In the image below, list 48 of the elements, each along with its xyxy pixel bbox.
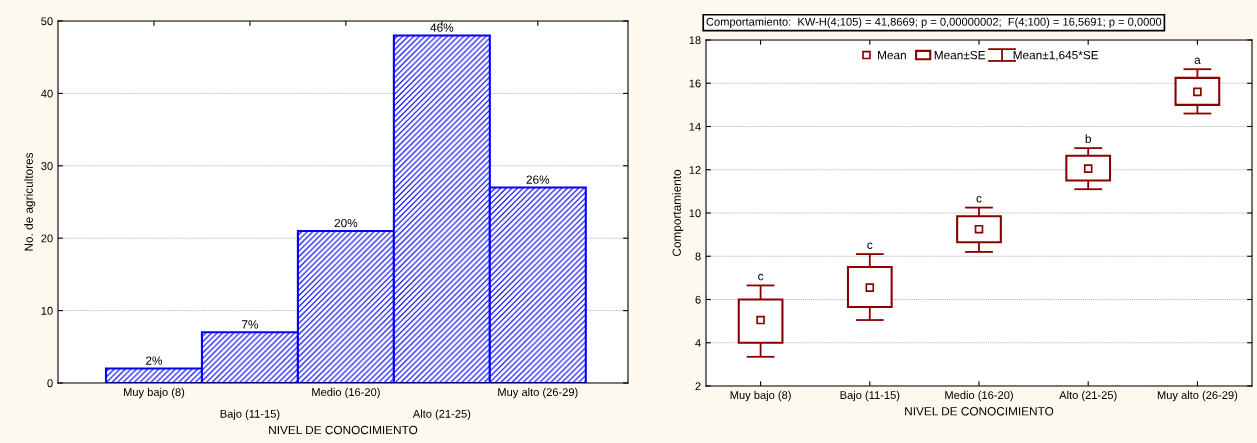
annotation: Mean±1,645*SE [1013, 50, 1099, 61]
y-tick-label: 30 [41, 162, 53, 170]
y-tick-label: 0 [47, 379, 53, 388]
y-tick-label: 10 [41, 306, 53, 315]
annotation: c [867, 242, 873, 249]
point [865, 283, 875, 292]
y-tick-label: 40 [41, 89, 53, 98]
annotation: 7% [241, 320, 259, 329]
x-tick-label: Medio (16-20) [945, 390, 1013, 402]
y-tick-label: 8 [695, 252, 701, 261]
y-axis-title: No. de agricultores [24, 152, 36, 251]
legend-label: Mean [878, 51, 906, 60]
y-tick-label: 12 [689, 166, 701, 174]
y-tick-label: 4 [695, 339, 701, 347]
x-axis-title: NIVEL DE CONOCIMIENTO [269, 425, 418, 435]
x-tick-label: Alto (21-25) [412, 409, 471, 420]
y-tick-label: 50 [41, 17, 53, 26]
y-tick-label: 6 [695, 295, 701, 304]
y-tick-label: 18 [689, 36, 701, 45]
point [756, 315, 765, 325]
x-tick-label: Bajo (11-15) [220, 409, 280, 420]
annotation: 2% [146, 356, 163, 365]
y-tick-label: 10 [689, 209, 701, 218]
y-tick-label: 2 [695, 382, 701, 391]
x-tick-label: Alto (21-25) [1059, 390, 1117, 402]
point [1193, 87, 1202, 97]
annotation: 46% [430, 23, 454, 32]
x-axis-title: NIVEL DE CONOCIMIENTO [905, 407, 1054, 416]
annotation: 26% [526, 175, 550, 184]
annotation: b [1085, 134, 1091, 144]
point [974, 224, 984, 234]
legend-label: Mean±SE [934, 50, 986, 60]
annotation: c [976, 196, 982, 203]
x-tick-label: Muy bajo (8) [730, 390, 791, 402]
y-tick-label: 20 [41, 234, 53, 243]
chart-title: Comportamiento: KW-H(4;105) = 41,8669; p = 0,00000002; F(4;100) = 16,5691; p = 0,0000 [706, 17, 1162, 28]
y-tick-label: 16 [689, 79, 701, 88]
x-tick-label: Muy alto (26-29) [1157, 390, 1238, 402]
x-tick-label: Medio (16-20) [312, 387, 380, 399]
y-tick-label: 14 [689, 122, 701, 131]
x-tick-label: Bajo (11-15) [840, 390, 900, 402]
y-axis-title: Comportamiento [672, 169, 684, 257]
annotation: a [1194, 57, 1201, 65]
point [1083, 164, 1093, 173]
annotation: 20% [334, 218, 358, 228]
x-tick-label: Muy alto (26-29) [498, 387, 578, 399]
annotation: c [758, 273, 764, 281]
x-tick-label: Muy bajo (8) [124, 387, 185, 399]
